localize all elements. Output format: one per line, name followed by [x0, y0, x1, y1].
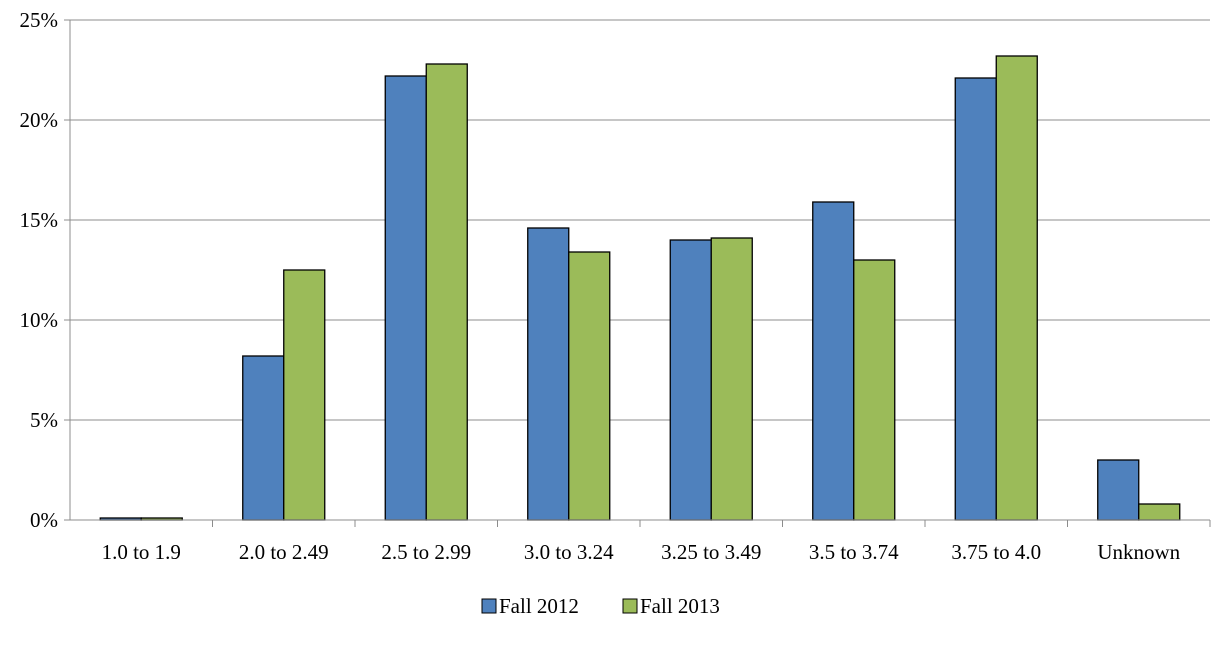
- x-tick-label: 2.5 to 2.99: [381, 540, 471, 564]
- x-axis-tick-labels: 1.0 to 1.9 2.0 to 2.49 2.5 to 2.99 3.0 to 3…: [102, 540, 1181, 564]
- legend-swatch: [622, 598, 638, 614]
- gridlines: [70, 19, 1210, 421]
- y-tick-label: 10%: [20, 308, 59, 332]
- y-axis-tick-labels: 0% 5% 10% 15% 20% 25%: [20, 8, 59, 532]
- bar-series-2: [710, 237, 753, 521]
- bar-series-2: [283, 269, 326, 521]
- bar-series-1: [812, 201, 855, 521]
- legend-swatch: [481, 598, 497, 614]
- bar-series-2: [995, 55, 1038, 521]
- bar-series-1: [242, 355, 285, 521]
- bar-series-2: [1138, 503, 1181, 521]
- bar-series-2: [425, 63, 468, 521]
- x-tick-label: 2.0 to 2.49: [239, 540, 329, 564]
- y-tick-label: 20%: [20, 108, 59, 132]
- x-tick-label: Unknown: [1097, 540, 1180, 564]
- legend-label: Fall 2013: [640, 594, 720, 618]
- x-tick-label: 3.5 to 3.74: [809, 540, 899, 564]
- y-tick-label: 25%: [20, 8, 59, 32]
- bar-series-1: [1097, 459, 1140, 521]
- legend-label: Fall 2012: [499, 594, 579, 618]
- x-tick-label: 3.0 to 3.24: [524, 540, 614, 564]
- bar-series-2: [568, 251, 611, 521]
- x-tick-label: 3.25 to 3.49: [661, 540, 761, 564]
- y-tick-label: 0%: [30, 508, 58, 532]
- bar-series-1: [954, 77, 997, 521]
- axes: [64, 19, 1211, 527]
- bars: [99, 55, 1181, 521]
- bar-series-1: [669, 239, 712, 521]
- x-tick-label: 3.75 to 4.0: [951, 540, 1041, 564]
- y-tick-label: 5%: [30, 408, 58, 432]
- y-tick-label: 15%: [20, 208, 59, 232]
- bar-series-1: [384, 75, 427, 521]
- bar-series-2: [853, 259, 896, 521]
- x-tick-label: 1.0 to 1.9: [102, 540, 181, 564]
- legend: Fall 2012 Fall 2013: [481, 594, 720, 618]
- bar-series-1: [527, 227, 570, 521]
